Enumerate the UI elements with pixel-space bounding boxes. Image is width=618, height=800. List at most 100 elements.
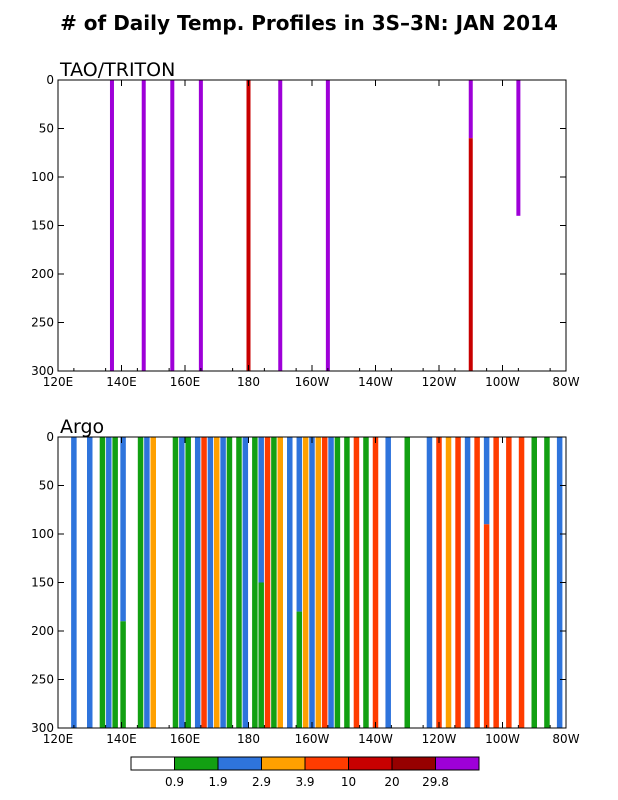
argo-profile-bar-28-seg-0 <box>309 437 315 728</box>
tao-profile-bar-5-seg-0 <box>278 80 283 371</box>
argo-profile-bar-48-seg-0 <box>518 437 525 728</box>
argo-profile-bar-21-seg-1 <box>258 582 264 728</box>
argo-y-tick-label: 150 <box>31 576 54 590</box>
colorbar-swatch-0 <box>130 756 175 771</box>
tao-x-tick-label: 140W <box>358 375 393 389</box>
argo-profile-bar-15-seg-0 <box>214 437 220 728</box>
tao-profile-bar-7-seg-1 <box>468 138 473 371</box>
argo-profile-bar-0-seg-0 <box>71 437 77 728</box>
argo-profile-bar-50-seg-0 <box>544 437 550 728</box>
colorbar-label-0: 0.9 <box>165 775 184 789</box>
argo-x-tick-label: 120E <box>43 732 74 746</box>
argo-profile-bar-40-seg-0 <box>436 437 442 728</box>
argo-profile-bar-34-seg-0 <box>353 437 360 728</box>
colorbar-swatch-5 <box>348 756 393 771</box>
argo-profile-bar-26-seg-0 <box>296 437 303 612</box>
tao-y-tick-label: 0 <box>46 73 54 87</box>
tao-profile-bar-0-seg-0 <box>109 80 114 371</box>
tao-profile-bar-6-seg-0 <box>325 80 330 371</box>
tao-y-tick-label: 300 <box>31 364 54 378</box>
argo-panel-title: Argo <box>60 416 104 438</box>
argo-profile-bar-14-seg-0 <box>207 437 214 728</box>
argo-profile-bar-45-seg-1 <box>483 524 490 728</box>
argo-profile-bar-11-seg-0 <box>185 437 191 728</box>
tao-x-tick-label: 180 <box>237 375 260 389</box>
argo-profile-bar-2-seg-0 <box>99 437 106 728</box>
colorbar-label-6: 29.8 <box>422 775 449 789</box>
tao-y-tick-label: 150 <box>31 219 54 233</box>
argo-profile-bar-30-seg-0 <box>321 437 328 728</box>
argo-y-tick-label: 300 <box>31 721 54 735</box>
argo-profile-bar-20-seg-0 <box>252 437 258 728</box>
argo-profile-bar-6-seg-0 <box>137 437 144 728</box>
argo-profile-bar-23-seg-0 <box>271 437 277 728</box>
argo-profile-bar-32-seg-0 <box>334 437 341 728</box>
tao-profile-bar-2-seg-0 <box>170 80 175 371</box>
argo-x-tick-label: 140W <box>358 732 393 746</box>
argo-y-tick-label: 0 <box>46 430 54 444</box>
argo-profile-bar-33-seg-0 <box>344 437 350 728</box>
tao-profile-bar-8-seg-0 <box>516 80 521 216</box>
argo-profile-bar-21-seg-0 <box>258 437 264 583</box>
argo-profile-bar-39-seg-0 <box>426 437 433 728</box>
argo-profile-bar-4-seg-0 <box>112 437 118 728</box>
tao-profile-bar-7-seg-0 <box>468 80 473 139</box>
colorbar-label-1: 1.9 <box>208 775 227 789</box>
tao-y-tick-label: 100 <box>31 170 54 184</box>
tao-triton-panel-title: TAO/TRITON <box>59 59 175 81</box>
argo-x-tick-label: 160W <box>295 732 330 746</box>
tao-x-tick-label: 160E <box>170 375 201 389</box>
argo-x-tick-label: 160E <box>170 732 201 746</box>
colorbar-label-2: 2.9 <box>252 775 271 789</box>
tao-y-tick-label: 200 <box>31 267 54 281</box>
argo-profile-bar-51-seg-0 <box>556 437 563 728</box>
argo-profile-bar-7-seg-0 <box>144 437 150 728</box>
colorbar-swatch-7 <box>435 756 480 771</box>
argo-profile-bar-29-seg-0 <box>315 437 322 728</box>
argo-profile-bar-26-seg-1 <box>296 611 303 728</box>
argo-profile-bar-12-seg-0 <box>194 437 201 728</box>
argo-y-tick-label: 250 <box>31 673 54 687</box>
argo-x-tick-label: 120W <box>422 732 457 746</box>
colorbar-legend: 0.9 1.9 2.9 3.9 10 20 29.8 <box>130 756 480 789</box>
argo-panel: Argo 120E 140E 160E 180 160W 140W 120W 100W 80W 0… <box>31 416 580 746</box>
figure-title: # of Daily Temp. Profiles in 3S–3N: JAN … <box>60 11 558 35</box>
tao-x-tick-label: 160W <box>295 375 330 389</box>
argo-profile-bar-38-seg-0 <box>404 437 410 728</box>
argo-profile-bar-8-seg-0 <box>150 437 156 728</box>
argo-profile-bar-18-seg-0 <box>236 437 242 728</box>
argo-profile-bar-16-seg-0 <box>220 437 226 728</box>
argo-profile-bar-13-seg-0 <box>201 437 207 728</box>
argo-x-tick-label: 100W <box>485 732 520 746</box>
argo-profile-bar-3-seg-0 <box>106 437 112 728</box>
argo-profile-bar-42-seg-0 <box>455 437 461 728</box>
argo-profile-bar-31-seg-0 <box>328 437 334 728</box>
tao-y-tick-label: 250 <box>31 316 54 330</box>
argo-profile-bar-9-seg-0 <box>172 437 179 728</box>
argo-profile-bar-45-seg-0 <box>483 437 490 525</box>
colorbar-swatch-1 <box>174 756 219 771</box>
argo-profile-bar-25-seg-0 <box>287 437 293 728</box>
argo-profile-bar-43-seg-0 <box>464 437 471 728</box>
argo-profile-bar-49-seg-0 <box>531 437 537 728</box>
tao-x-tick-label: 120E <box>43 375 74 389</box>
argo-y-tick-label: 100 <box>31 527 54 541</box>
argo-profile-bar-19-seg-0 <box>242 437 249 728</box>
colorbar-label-5: 20 <box>384 775 399 789</box>
argo-profile-bar-5-seg-0 <box>120 437 126 622</box>
argo-y-tick-label: 50 <box>39 479 54 493</box>
argo-profile-bar-47-seg-0 <box>506 437 512 728</box>
tao-x-tick-label: 80W <box>552 375 579 389</box>
tao-x-tick-label: 100W <box>485 375 520 389</box>
argo-profile-bar-37-seg-0 <box>385 437 391 728</box>
argo-profile-bar-46-seg-0 <box>493 437 499 728</box>
argo-profile-bar-36-seg-0 <box>372 437 379 728</box>
colorbar-swatch-2 <box>217 756 262 771</box>
argo-x-tick-label: 180 <box>237 732 260 746</box>
colorbar-swatch-4 <box>304 756 349 771</box>
argo-profile-bar-22-seg-0 <box>264 437 271 728</box>
argo-profile-bar-44-seg-0 <box>474 437 480 728</box>
argo-profile-bar-35-seg-0 <box>363 437 369 728</box>
tao-x-tick-label: 140E <box>106 375 137 389</box>
